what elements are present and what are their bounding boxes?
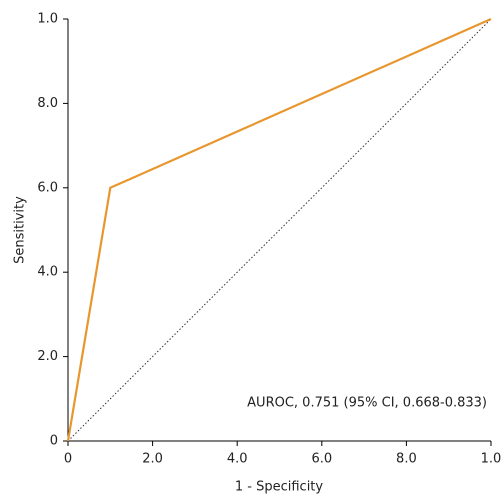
y-tick-label: 4.0 — [37, 265, 58, 280]
x-tick-label: 1.0 — [481, 452, 502, 467]
y-tick-label: 8.0 — [37, 96, 58, 111]
x-tick-label: 6.0 — [311, 452, 332, 467]
y-tick-label: 0 — [50, 434, 58, 449]
x-tick-label: 8.0 — [396, 452, 417, 467]
y-tick-label: 1.0 — [37, 12, 58, 27]
x-tick-label: 4.0 — [227, 452, 248, 467]
annotation: AUROC, 0.751 (95% CI, 0.668-0.833) — [247, 396, 487, 411]
x-tick-label: 0 — [64, 452, 72, 467]
roc-curve — [66, 17, 492, 442]
y-tick-label: 2.0 — [37, 349, 58, 364]
x-axis-title: 1 - Specificity — [235, 480, 324, 495]
x-tick-label: 2.0 — [142, 452, 163, 467]
y-axis-title: Sensitivity — [13, 196, 28, 264]
y-tick-label: 6.0 — [37, 180, 58, 195]
reference-line — [67, 18, 492, 442]
